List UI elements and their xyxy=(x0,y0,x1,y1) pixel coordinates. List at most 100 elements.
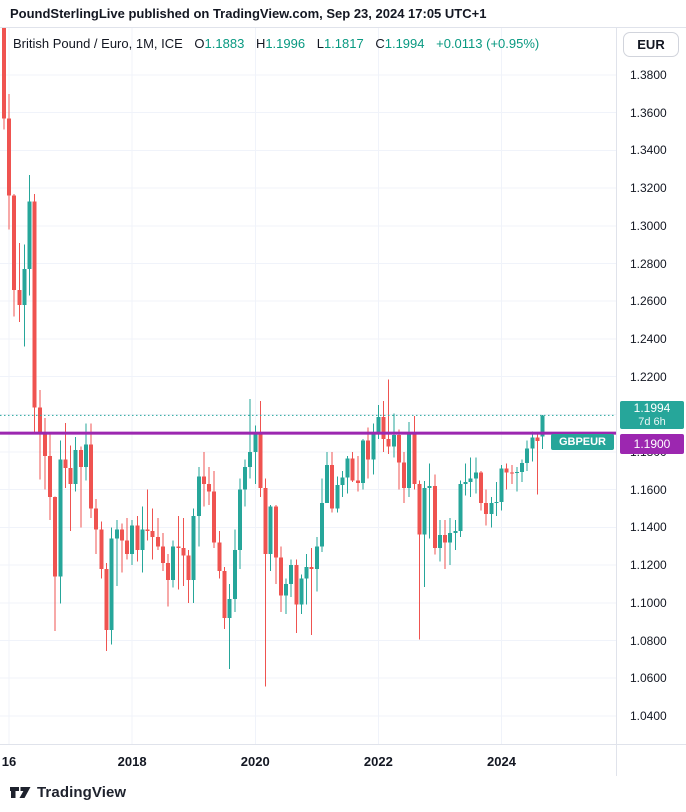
candle-body xyxy=(463,482,468,485)
price-axis-label: 1.1400 xyxy=(630,520,667,535)
candle-wick xyxy=(470,457,472,498)
footer: TradingView xyxy=(0,776,686,812)
time-axis[interactable]: 16 2018 2020 2022 2024 xyxy=(0,744,686,777)
open-label: O xyxy=(194,36,205,51)
candle-body xyxy=(191,516,196,581)
candle-body xyxy=(530,437,535,449)
horizontal-price-line[interactable] xyxy=(0,431,616,435)
candle-wick xyxy=(511,465,513,485)
candle-body xyxy=(422,487,427,535)
candle-body xyxy=(32,201,37,408)
candle-body xyxy=(237,489,242,551)
price-axis-label: 1.2600 xyxy=(630,294,667,309)
price-axis-label: 1.3800 xyxy=(630,68,667,82)
candle-body xyxy=(248,452,253,468)
candle-body xyxy=(166,563,171,581)
candle-wick xyxy=(454,519,456,551)
chart-main: British Pound / Euro, 1M, ICE O1.1883 H1… xyxy=(0,28,686,776)
candle-wick xyxy=(157,517,159,551)
candle-body xyxy=(22,269,27,305)
candle-body xyxy=(443,534,448,543)
candle-body xyxy=(489,502,494,515)
candle-wick xyxy=(357,455,359,492)
candle-body xyxy=(201,476,206,485)
candle-body xyxy=(114,529,119,539)
price-axis-label: 1.0400 xyxy=(630,708,667,723)
candle-body xyxy=(345,458,350,478)
candle-body xyxy=(535,437,540,442)
close-label: C xyxy=(375,36,385,51)
candle-body xyxy=(278,557,283,596)
candle-body xyxy=(58,459,63,577)
candle-wick xyxy=(64,422,66,488)
currency-button[interactable]: EUR xyxy=(623,32,679,57)
candle-body xyxy=(196,476,201,517)
candle-body xyxy=(135,525,140,551)
price-axis-label: 1.3400 xyxy=(630,143,667,158)
open-value: 1.1883 xyxy=(204,36,245,51)
candle-body xyxy=(17,289,22,305)
price-axis-label: 1.0600 xyxy=(630,671,667,686)
candle-body xyxy=(361,440,365,484)
candle-body xyxy=(417,484,422,535)
candle-body xyxy=(350,458,355,481)
price-line-badge: 1.1900 xyxy=(620,433,684,454)
candle-body xyxy=(540,415,545,437)
candle-body xyxy=(525,448,530,463)
candle-body xyxy=(160,546,165,564)
candle-body xyxy=(402,462,407,488)
price-axis-label: 1.2200 xyxy=(630,369,667,384)
candle-body xyxy=(437,534,442,549)
candle-wick xyxy=(311,548,313,635)
candle-body xyxy=(63,459,68,469)
candle-body xyxy=(37,407,42,434)
attribution-bar: PoundSterlingLive published on TradingVi… xyxy=(0,0,686,28)
candle-wick xyxy=(536,432,538,495)
candle-body xyxy=(150,531,155,537)
candle-wick xyxy=(444,519,446,569)
candle-wick xyxy=(306,553,308,605)
candle-body xyxy=(125,540,130,554)
price-axis-label: 1.0800 xyxy=(630,633,667,648)
candle-body xyxy=(340,477,345,485)
candle-body xyxy=(478,472,483,503)
candle-body xyxy=(99,529,104,569)
candle-body xyxy=(83,444,88,468)
candle-body xyxy=(335,484,340,509)
candle-body xyxy=(391,435,396,447)
candle-body xyxy=(386,438,391,447)
price-axis[interactable]: EUR 1.1994 7d 6h 1.1900 1.3800 1.3600 1.34… xyxy=(616,28,686,776)
candle-body xyxy=(299,578,304,605)
last-price-badge: 1.1994 7d 6h xyxy=(620,401,684,430)
candle-wick xyxy=(80,446,82,528)
chart-plot[interactable]: British Pound / Euro, 1M, ICE O1.1883 H1… xyxy=(0,28,616,744)
candle-wick xyxy=(177,516,179,590)
candle-body xyxy=(130,525,135,554)
candle-body xyxy=(504,468,509,473)
time-axis-label: 16 xyxy=(1,754,17,769)
candle-body xyxy=(520,462,525,472)
candle-body xyxy=(222,570,227,618)
candle-wick xyxy=(388,379,390,454)
price-axis-label: 1.1000 xyxy=(630,595,667,610)
candle-wick xyxy=(116,519,118,586)
candle-wick xyxy=(126,517,128,560)
candle-wick xyxy=(147,489,149,541)
price-axis-label: 1.3000 xyxy=(630,218,667,233)
candle-body xyxy=(330,465,335,509)
candle-body xyxy=(366,440,371,460)
candle-body xyxy=(407,432,412,488)
candle-wick xyxy=(70,445,72,532)
candle-body xyxy=(458,484,463,532)
candle-body xyxy=(453,531,458,534)
attribution-text: PoundSterlingLive published on TradingVi… xyxy=(10,6,487,21)
candle-body xyxy=(227,599,232,618)
tradingview-logo[interactable]: TradingView xyxy=(10,784,126,801)
high-label: H xyxy=(255,36,266,51)
candle-wick xyxy=(429,463,431,539)
candle-body xyxy=(355,480,360,484)
change-value: +0.0113 (+0.95%) xyxy=(436,36,540,51)
bar-countdown: 7d 6h xyxy=(638,416,666,429)
candlestick-canvas[interactable] xyxy=(0,28,616,744)
